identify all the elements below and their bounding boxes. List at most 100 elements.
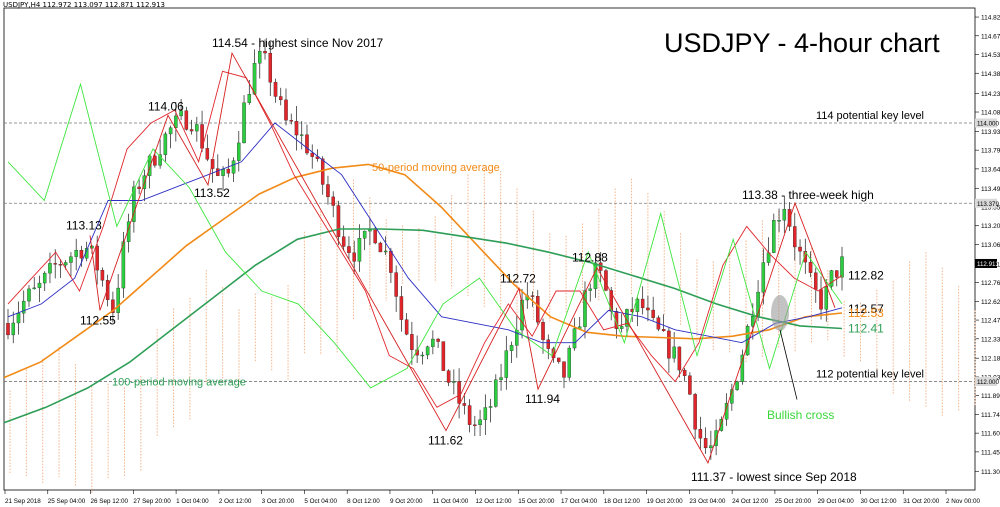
indicator-lines bbox=[3, 51, 843, 464]
candle-bull bbox=[635, 298, 640, 312]
candle-bull bbox=[168, 127, 173, 135]
candle-bull bbox=[11, 322, 15, 336]
candle-bear bbox=[473, 424, 477, 426]
candle-bull bbox=[588, 288, 592, 291]
x-tick-label: 8 Oct 12:00 bbox=[347, 498, 380, 505]
price-tag-text: 114.000 bbox=[977, 121, 999, 128]
candle-bull bbox=[16, 312, 21, 324]
candle-bear bbox=[557, 357, 561, 362]
y-tick-label: 113.790 bbox=[981, 148, 1000, 155]
x-tick-label: 1 Oct 04:00 bbox=[176, 498, 209, 505]
candle-bear bbox=[436, 338, 440, 342]
candle-bear bbox=[546, 339, 551, 349]
candle-bear bbox=[640, 298, 645, 309]
y-tick-label: 113.495 bbox=[981, 186, 1000, 193]
x-tick-label: 2 Nov 00:00 bbox=[946, 498, 980, 505]
candle-bull bbox=[362, 230, 367, 239]
y-axis: 114.820 114.675 114.530 114.385 114.230 114.0… bbox=[975, 15, 1000, 476]
x-tick-label: 25 Oct 20:00 bbox=[775, 498, 812, 505]
x-tick-label: 21 Sep 2018 bbox=[5, 498, 41, 505]
y-tick-label: 114.230 bbox=[981, 91, 1000, 98]
candle-bear bbox=[667, 330, 671, 359]
indicator-line-4 bbox=[7, 82, 843, 389]
y-tick-label: 114.675 bbox=[981, 33, 1000, 40]
x-tick-label: 30 Oct 12:00 bbox=[860, 498, 897, 505]
candle-bull bbox=[37, 282, 42, 289]
plot-frame bbox=[3, 7, 976, 491]
candle-bear bbox=[661, 329, 666, 332]
key-level-label: 114 potential key level bbox=[816, 110, 924, 122]
y-tick-label: 111.305 bbox=[981, 469, 1000, 476]
candle-bull bbox=[504, 350, 509, 378]
annotation-label: 114.06 bbox=[148, 99, 184, 113]
candle-bull bbox=[761, 262, 766, 293]
annotation-label: 111.94 bbox=[525, 392, 560, 406]
candle-bear bbox=[289, 120, 293, 122]
candle-bear bbox=[273, 82, 278, 97]
annotation-label: 112.72 bbox=[500, 271, 536, 285]
candle-bear bbox=[341, 236, 346, 247]
candle-bull bbox=[121, 241, 126, 289]
candle-bear bbox=[562, 361, 566, 378]
price-tag-text: 112.000 bbox=[977, 379, 999, 386]
candle-bear bbox=[58, 264, 63, 266]
annotation-label: 112.53 bbox=[848, 306, 884, 320]
candle-bear bbox=[137, 186, 141, 189]
candle-bear bbox=[682, 369, 687, 376]
annotation-label: 100-period moving average bbox=[112, 376, 246, 388]
candle-bull bbox=[478, 419, 482, 426]
candle-bull bbox=[258, 51, 262, 64]
candle-bull bbox=[751, 316, 755, 327]
y-tick-label: 111.745 bbox=[981, 412, 1000, 419]
indicator-line-3 bbox=[7, 122, 843, 344]
candle-bull bbox=[509, 345, 514, 351]
candle-bear bbox=[53, 263, 57, 265]
candle-bull bbox=[499, 377, 503, 380]
candle-bull bbox=[158, 154, 162, 166]
x-tick-label: 9 Oct 20:00 bbox=[390, 498, 423, 505]
candle-bear bbox=[467, 405, 472, 425]
candle-bull bbox=[420, 354, 425, 357]
x-tick-label: 18 Oct 12:00 bbox=[604, 498, 641, 505]
chart-header: USDJPY,H4 112.972 113.097 112.871 112.91… bbox=[3, 1, 165, 9]
y-tick-label: 111.890 bbox=[981, 393, 1000, 400]
annotation-label: Bullish cross bbox=[767, 408, 834, 422]
candle-bull bbox=[242, 102, 246, 144]
candle-bear bbox=[410, 334, 414, 350]
swing-path bbox=[89, 51, 836, 464]
candle-bear bbox=[441, 341, 446, 371]
candle-bear bbox=[184, 110, 189, 130]
candle-bear bbox=[336, 205, 341, 237]
candle-bull bbox=[431, 338, 435, 347]
candle-bear bbox=[226, 168, 231, 174]
price-tags: 114.000 113.379 112.913 112.000 bbox=[975, 118, 999, 386]
candle-bull bbox=[247, 94, 252, 103]
x-tick-label: 12 Oct 12:00 bbox=[476, 498, 513, 505]
key-levels: 114 potential key level 112 potential key… bbox=[4, 110, 975, 382]
candle-bear bbox=[808, 261, 813, 273]
candle-bear bbox=[105, 280, 110, 300]
y-tick-label: 111.455 bbox=[981, 449, 1000, 456]
candle-bear bbox=[688, 375, 692, 395]
candle-bear bbox=[462, 403, 467, 406]
candle-bull bbox=[163, 133, 168, 155]
y-tick-label: 112.620 bbox=[981, 299, 1000, 306]
candle-bull bbox=[116, 287, 120, 313]
ichimoku-cloud bbox=[9, 164, 976, 494]
candle-bull bbox=[488, 406, 493, 408]
candle-bull bbox=[132, 186, 136, 222]
x-tick-label: 17 Oct 04:00 bbox=[561, 498, 598, 505]
y-tick-label: 114.085 bbox=[981, 110, 1000, 117]
y-tick-label: 113.645 bbox=[981, 166, 1000, 173]
candle-bull bbox=[740, 354, 745, 382]
candle-bear bbox=[378, 242, 383, 253]
candle-bear bbox=[819, 289, 823, 310]
y-tick-label: 113.350 bbox=[981, 205, 1000, 212]
annotation-label: 112.41 bbox=[848, 321, 884, 335]
candle-bear bbox=[646, 307, 650, 311]
indicator-line-2 bbox=[7, 70, 843, 408]
chart-title: USDJPY - 4-hour chart bbox=[664, 28, 940, 58]
candle-bear bbox=[205, 148, 210, 160]
y-tick-label: 112.765 bbox=[981, 280, 1000, 287]
